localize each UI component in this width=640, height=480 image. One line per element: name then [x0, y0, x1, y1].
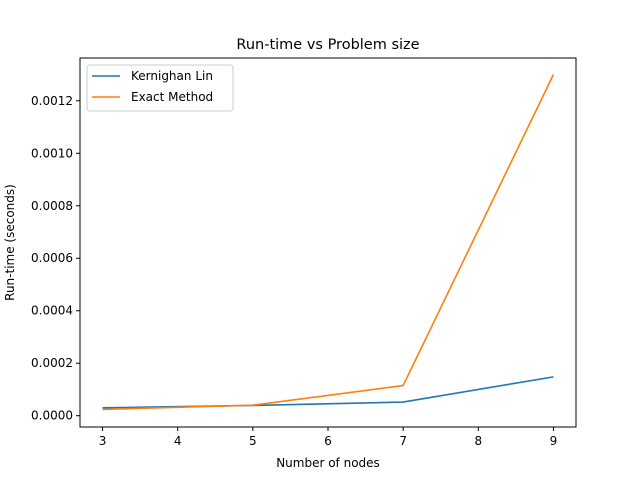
legend: Kernighan Lin Exact Method: [86, 64, 234, 112]
y-tick-label: 0.0012: [31, 94, 73, 108]
x-tick-label: 4: [174, 434, 182, 448]
series-line-2: [102, 74, 555, 411]
plot-area: [102, 74, 555, 411]
plot-frame: [79, 57, 577, 428]
legend-box: [86, 64, 234, 112]
x-tick-label: 5: [249, 434, 257, 448]
y-tick-label: 0.0006: [31, 251, 73, 265]
x-tick-label: 9: [550, 434, 558, 448]
legend-label-2: Exact Method: [131, 90, 213, 104]
legend-label-1: Kernighan Lin: [131, 69, 213, 83]
series-line-1: [102, 376, 554, 409]
y-axis-label: Run-time (seconds): [3, 184, 17, 301]
y-tick-label: 0.0000: [31, 409, 73, 423]
chart-title: Run-time vs Problem size: [236, 37, 419, 53]
x-tick-label: 8: [474, 434, 482, 448]
x-tick-label: 6: [324, 434, 332, 448]
x-axis-label: Number of nodes: [276, 456, 380, 470]
y-tick-label: 0.0010: [31, 146, 73, 160]
y-tick-label: 0.0004: [31, 304, 73, 318]
y-axis: 0.0000 0.0002 0.0004 0.0006 0.0008 0.0010 0.00…: [31, 94, 80, 423]
x-tick-label: 7: [399, 434, 407, 448]
y-tick-label: 0.0008: [31, 199, 73, 213]
x-axis: 3 4 5 6 7 8 9: [99, 427, 558, 448]
y-tick-label: 0.0002: [31, 356, 73, 370]
x-tick-label: 3: [99, 434, 107, 448]
